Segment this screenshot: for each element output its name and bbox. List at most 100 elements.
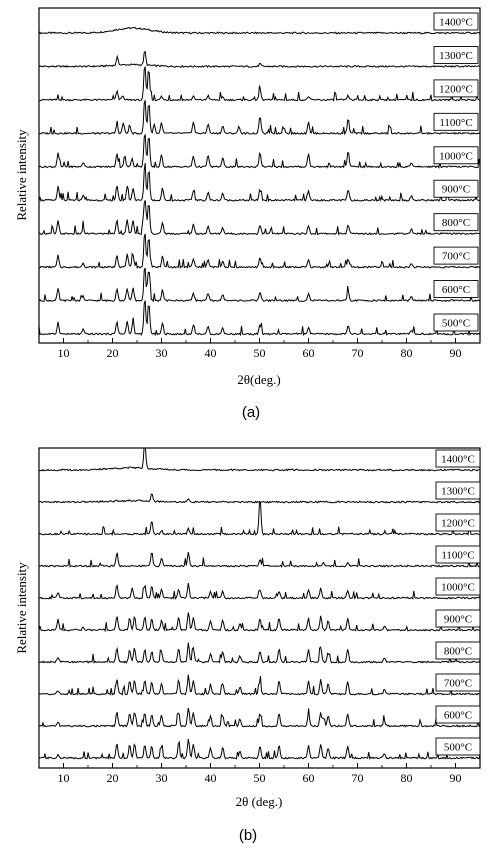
xrd-trace-700c — [39, 233, 480, 270]
temperature-label-1200c: 1200°C — [433, 79, 479, 98]
xrd-trace-1100c — [39, 552, 480, 569]
panel-a-traces — [39, 26, 480, 337]
x-tick-label-80: 80 — [401, 771, 413, 785]
temperature-label-1000c: 1000°C — [435, 577, 481, 596]
temperature-label-1100c: 1100°C — [433, 112, 479, 131]
panel-b-frame — [38, 447, 481, 769]
temperature-label-800c: 800°C — [435, 641, 481, 660]
temperature-label-box — [433, 79, 479, 98]
xrd-trace-1400c — [39, 448, 480, 472]
temperature-label-box — [435, 609, 481, 628]
xrd-trace-600c — [39, 707, 480, 728]
temperature-label-box — [435, 513, 481, 532]
temperature-label-box — [435, 737, 481, 756]
x-tick-label-20: 20 — [107, 346, 119, 360]
temperature-label-text: 500°C — [444, 742, 472, 754]
temperature-label-text: 1000°C — [441, 582, 475, 594]
temperature-label-text: 500°C — [442, 318, 470, 330]
panel-a-y-axis-label: Relative intensity — [14, 129, 29, 221]
temperature-label-900c: 900°C — [433, 179, 479, 198]
panel-a: 1400°C 1300°C 1200°C 1100°C 1000°C 900°C 800°C… — [14, 7, 481, 421]
temperature-label-600c: 600°C — [433, 280, 479, 299]
panel-b: 1400°C 1300°C 1200°C 1100°C 1000°C 900°C 800°C… — [14, 447, 481, 844]
xrd-trace-1200c — [39, 66, 480, 102]
temperature-label-1400c: 1400°C — [435, 449, 481, 468]
temperature-label-box — [435, 673, 481, 692]
x-tick-label-40: 40 — [205, 771, 217, 785]
temperature-label-text: 1200°C — [441, 518, 475, 530]
temperature-label-700c: 700°C — [433, 246, 479, 265]
panel-b-x-ticks: 10 20 30 40 50 60 70 80 90 — [38, 763, 481, 785]
temperature-label-box — [433, 146, 479, 165]
temperature-label-box — [433, 12, 479, 31]
temperature-label-900c: 900°C — [435, 609, 481, 628]
x-tick-label-80: 80 — [401, 346, 413, 360]
temperature-label-text: 1100°C — [441, 550, 474, 562]
temperature-label-text: 1200°C — [439, 83, 473, 95]
xrd-trace-900c — [39, 163, 480, 203]
temperature-label-text: 600°C — [442, 284, 470, 296]
temperature-label-text: 1400°C — [441, 454, 475, 466]
temperature-label-box — [433, 112, 479, 131]
x-tick-label-30: 30 — [156, 346, 168, 360]
x-tick-label-10: 10 — [58, 771, 70, 785]
xrd-trace-1000c — [39, 583, 480, 600]
xrd-trace-600c — [39, 267, 480, 303]
temperature-label-1200c: 1200°C — [435, 513, 481, 532]
x-tick-label-30: 30 — [156, 771, 168, 785]
temperature-label-text: 1300°C — [439, 50, 473, 62]
x-tick-label-20: 20 — [107, 771, 119, 785]
panel-a-frame — [38, 7, 481, 344]
xrd-trace-1300c — [39, 50, 480, 68]
x-tick-label-70: 70 — [352, 346, 364, 360]
x-tick-label-90: 90 — [450, 346, 462, 360]
x-tick-label-40: 40 — [205, 346, 217, 360]
temperature-label-box — [435, 449, 481, 468]
panel-b-y-axis-label: Relative intensity — [14, 562, 29, 654]
temperature-label-1400c: 1400°C — [433, 12, 479, 31]
temperature-label-box — [433, 45, 479, 64]
temperature-label-text: 700°C — [442, 251, 470, 263]
panel-b-caption: (b) — [239, 827, 257, 844]
panel-a-caption: (a) — [242, 404, 260, 421]
temperature-label-box — [433, 246, 479, 265]
temperature-label-1300c: 1300°C — [433, 45, 479, 64]
panel-a-x-axis-label: 2θ(deg.) — [237, 372, 280, 387]
x-tick-label-90: 90 — [450, 771, 462, 785]
temperature-label-text: 800°C — [444, 646, 472, 658]
panel-a-x-ticks: 10 20 30 40 50 60 70 80 90 — [38, 338, 481, 360]
temperature-label-box — [435, 545, 481, 564]
temperature-label-box — [435, 705, 481, 724]
temperature-label-box — [435, 481, 481, 500]
x-tick-label-50: 50 — [254, 346, 266, 360]
xrd-trace-1200c — [39, 500, 480, 537]
temperature-label-text: 1400°C — [439, 17, 473, 29]
xrd-trace-800c — [39, 200, 480, 236]
temperature-label-text: 800°C — [442, 217, 470, 229]
temperature-label-box — [433, 213, 479, 232]
xrd-trace-1100c — [39, 100, 480, 136]
temperature-label-1300c: 1300°C — [435, 481, 481, 500]
xrd-trace-1000c — [39, 134, 480, 169]
temperature-label-box — [435, 641, 481, 660]
temperature-label-1000c: 1000°C — [433, 146, 479, 165]
xrd-trace-900c — [39, 612, 480, 633]
temperature-label-600c: 600°C — [435, 705, 481, 724]
temperature-label-700c: 700°C — [435, 673, 481, 692]
xrd-trace-500c — [39, 738, 480, 760]
panel-b-legend-labels: 1400°C 1300°C 1200°C 1100°C 1000°C 900°C 800°C… — [435, 449, 481, 756]
temperature-label-text: 900°C — [444, 614, 472, 626]
temperature-label-text: 900°C — [442, 184, 470, 196]
temperature-label-text: 1100°C — [439, 117, 472, 129]
xrd-trace-800c — [39, 642, 480, 664]
temperature-label-box — [433, 313, 479, 332]
temperature-label-1100c: 1100°C — [435, 545, 481, 564]
temperature-label-text: 700°C — [444, 678, 472, 690]
temperature-label-box — [433, 179, 479, 198]
x-tick-label-50: 50 — [254, 771, 266, 785]
temperature-label-500c: 500°C — [433, 313, 479, 332]
temperature-label-box — [435, 577, 481, 596]
panel-b-x-axis-label: 2θ (deg.) — [236, 794, 283, 809]
panel-a-legend-labels: 1400°C 1300°C 1200°C 1100°C 1000°C 900°C 800°C… — [433, 12, 479, 332]
